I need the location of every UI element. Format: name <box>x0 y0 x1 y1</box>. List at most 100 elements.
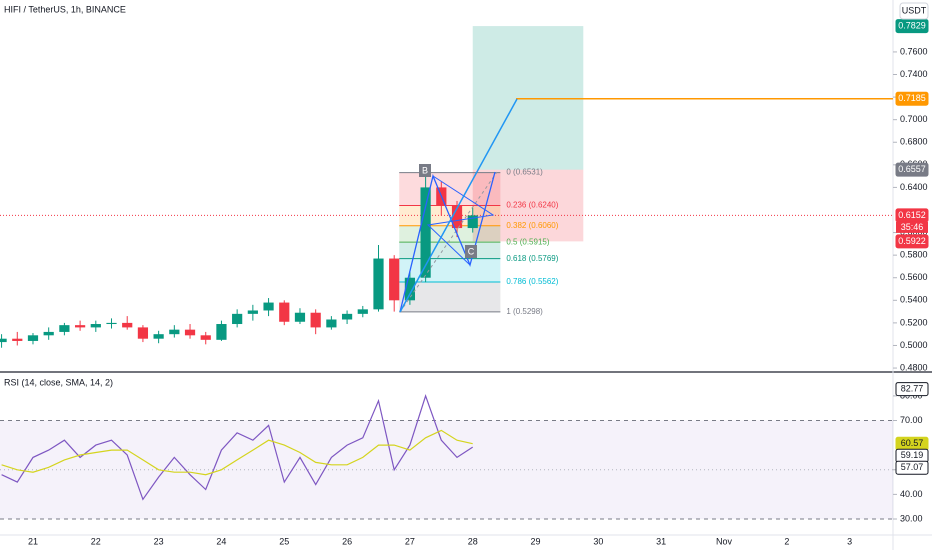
candle-body <box>137 327 149 339</box>
fib-label: 0.786 (0.5562) <box>506 277 558 286</box>
drawings: B C <box>309 98 518 313</box>
candle-body <box>184 329 196 336</box>
candle-body <box>59 325 70 332</box>
y-tick-label: 0.5000 <box>900 340 928 350</box>
fib-band <box>399 172 501 206</box>
candle-body <box>27 335 39 341</box>
countdown-box <box>896 221 928 233</box>
candle-body <box>467 215 478 229</box>
x-tick-label: 31 <box>656 536 666 546</box>
x-tick-label: Nov <box>716 536 733 546</box>
fib-label: 1 (0.5298) <box>506 307 543 316</box>
chart-title: HIFI / TetherUS, 1h, BINANCE <box>4 4 126 14</box>
rsi-title: RSI (14, close, SMA, 14, 2) <box>4 377 113 387</box>
candle-body <box>232 313 243 325</box>
candle-body <box>12 338 23 341</box>
projection-line <box>399 98 518 313</box>
y-tick-label: 0.7600 <box>900 46 928 56</box>
price-label: 0.5922 <box>898 236 926 246</box>
scale-labels: 0.7829 0.7185 0.6557 0.6152 0.5922 35:46 82.77… <box>895 19 929 475</box>
fib-label: 0.5 (0.5915) <box>506 237 549 246</box>
pattern-dashed <box>399 171 498 313</box>
price-label: 0.6152 <box>898 210 926 220</box>
x-tick-label: 24 <box>216 536 226 546</box>
candle-body <box>389 258 400 301</box>
candle-body <box>263 302 274 311</box>
price-label-box <box>895 382 929 397</box>
candle-body <box>341 313 353 320</box>
candle-body <box>153 334 164 339</box>
candle-body <box>216 324 227 340</box>
countdown: 35:46 <box>901 222 924 232</box>
price-label-box <box>895 234 929 249</box>
candle-body <box>43 331 54 336</box>
y-tick-label: 30.00 <box>900 513 923 523</box>
price-label: 0.6557 <box>898 164 926 174</box>
candle-body <box>357 309 368 314</box>
price-label: 0.7829 <box>898 20 926 30</box>
price-label-box <box>895 91 929 106</box>
price-label: 57.07 <box>901 462 924 472</box>
price-label-box <box>895 162 929 177</box>
x-tick-label: 3 <box>847 536 852 546</box>
candle-body <box>373 258 384 310</box>
price-label: 59.19 <box>901 450 924 460</box>
fib-label: 0.382 (0.6060) <box>506 221 558 230</box>
x-tick-label: 29 <box>531 536 541 546</box>
x-tick-label: 30 <box>593 536 603 546</box>
currency-label[interactable]: USDT <box>902 5 927 15</box>
pattern-label: C <box>468 246 475 256</box>
y-tick-label: 0.5400 <box>900 295 928 305</box>
fib-label: 0 (0.6531) <box>506 168 543 177</box>
rsi-band <box>0 420 893 519</box>
y-tick-label: 0.4800 <box>900 362 928 372</box>
pattern-line <box>426 175 495 266</box>
x-tick-label: 21 <box>28 536 38 546</box>
arrow-head <box>387 188 399 200</box>
candle-body <box>310 312 321 328</box>
y-tick-label: 0.5600 <box>900 272 928 282</box>
x-tick-label: 27 <box>405 536 415 546</box>
price-label: 82.77 <box>901 383 924 393</box>
price-label-box <box>895 19 929 34</box>
candle-body <box>74 325 86 328</box>
rsi-line <box>1 394 474 501</box>
y-tick-label: 0.6800 <box>900 137 928 147</box>
rsi-line <box>1 429 473 476</box>
pattern-label-box <box>419 164 431 177</box>
candle-body <box>294 312 306 322</box>
price-label-box <box>895 460 929 475</box>
x-tick-label: 26 <box>342 536 352 546</box>
fib-band <box>399 282 501 312</box>
y-tick-label: 70.00 <box>900 415 923 425</box>
y-tick-label: 40.00 <box>900 489 923 499</box>
y-tick-label: 0.7400 <box>900 69 928 79</box>
candle-body <box>279 302 290 322</box>
y-tick-label: 0.6400 <box>900 182 928 192</box>
candle-body <box>200 335 211 340</box>
arrow <box>309 191 396 301</box>
candle-body <box>404 277 416 301</box>
y-tick-label: 0.7000 <box>900 114 928 124</box>
candle-body <box>90 324 101 328</box>
price-label: 60.57 <box>901 438 924 448</box>
pattern-label-box <box>465 245 477 258</box>
candle-body <box>420 187 431 278</box>
currency-button[interactable] <box>899 2 929 20</box>
x-tick-label: 2 <box>784 536 789 546</box>
candle-body <box>106 322 117 325</box>
pattern-label: B <box>422 165 428 175</box>
fib-label: 0.618 (0.5769) <box>506 254 558 263</box>
candle-body <box>247 310 258 314</box>
candle-body <box>0 338 7 343</box>
candle-body <box>122 322 133 328</box>
pattern-line <box>399 171 496 313</box>
fib-label: 0.236 (0.6240) <box>506 201 558 210</box>
candle-body <box>451 205 463 229</box>
x-tick-label: 22 <box>91 536 101 546</box>
y-tick-label: 0.5200 <box>900 317 928 327</box>
candle-body <box>169 329 180 335</box>
x-tick-label: 25 <box>279 536 289 546</box>
